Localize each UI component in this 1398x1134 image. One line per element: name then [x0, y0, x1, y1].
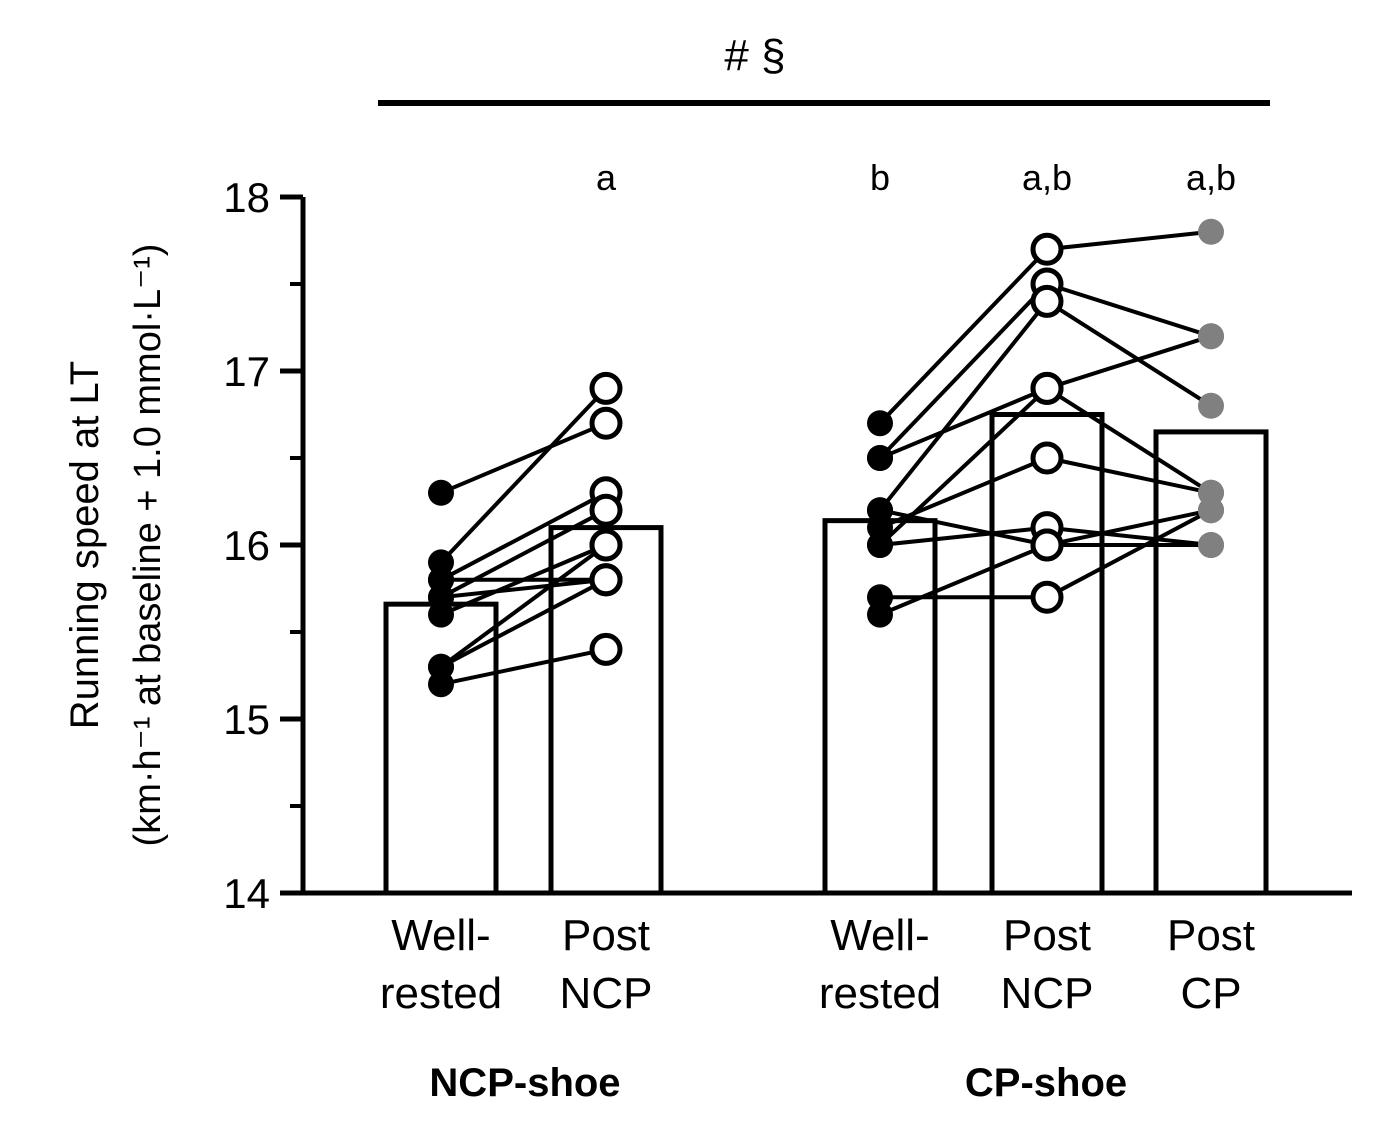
y-tick-label: 14 [223, 870, 270, 917]
x-tick-label: Post [1167, 911, 1255, 960]
y-axis-label: Running speed at LT [63, 361, 107, 729]
data-point-filled [428, 601, 454, 628]
annotation-label: b [870, 157, 890, 198]
data-point-open [1030, 441, 1064, 475]
data-point-open [1030, 232, 1064, 266]
x-tick-label: NCP [1001, 969, 1094, 1018]
data-point-filled [1198, 323, 1224, 350]
data-point-filled [867, 532, 893, 558]
data-point-open [589, 632, 623, 666]
data-point-open [1030, 580, 1064, 614]
data-point-filled [1198, 532, 1224, 558]
annotation-label: a,b [1022, 157, 1072, 198]
individual-line [440, 508, 607, 599]
data-point-filled [867, 410, 893, 437]
x-tick-label: Post [1003, 911, 1091, 960]
group-label-ncp-shoe: NCP-shoe [429, 1061, 620, 1105]
data-point-filled [428, 566, 454, 593]
x-tick-label: rested [819, 969, 941, 1018]
annotation-label: a [596, 157, 617, 198]
data-point-open [1030, 371, 1064, 405]
group-label-cp-shoe: CP-shoe [965, 1061, 1127, 1105]
individual-line [439, 387, 608, 564]
bar [822, 518, 938, 896]
bar [1153, 429, 1269, 896]
individual-line [439, 543, 608, 669]
individual-line [440, 421, 607, 495]
data-point-filled [867, 445, 893, 471]
bar [989, 412, 1105, 896]
data-point-filled [428, 671, 454, 698]
data-point-filled [867, 601, 893, 628]
y-tick-label: 16 [223, 522, 270, 569]
data-point-filled [428, 479, 454, 506]
y-tick-label: 17 [223, 348, 270, 395]
data-point-filled [867, 497, 893, 524]
individual-line [440, 577, 607, 600]
x-tick-label: rested [380, 969, 502, 1018]
x-tick-label: CP [1180, 969, 1241, 1018]
y-tick-label: 18 [223, 174, 270, 221]
data-point-open [589, 371, 623, 405]
data-point-open [589, 563, 623, 597]
individual-line [440, 491, 607, 582]
x-tick-label: Well- [391, 911, 490, 960]
individual-line [440, 578, 607, 669]
data-point-open [1030, 528, 1064, 562]
x-tick-label: NCP [560, 969, 653, 1018]
data-point-open [589, 493, 623, 527]
significance-label: # § [724, 31, 785, 80]
data-point-open [589, 528, 623, 562]
data-point-filled [1198, 218, 1224, 245]
data-point-filled [1198, 392, 1224, 419]
data-point-open [1030, 284, 1064, 318]
data-point-open [589, 406, 623, 440]
annotation-label: a,b [1186, 157, 1236, 198]
x-tick-label: Post [562, 911, 650, 960]
x-tick-label: Well- [830, 911, 929, 960]
y-tick-label: 15 [223, 696, 270, 743]
bar [548, 525, 664, 896]
y-axis-label-units: (km·h⁻¹ at baseline + 1.0 mmol·L⁻¹) [127, 244, 169, 847]
individual-line [440, 647, 607, 687]
data-point-filled [1198, 497, 1224, 524]
